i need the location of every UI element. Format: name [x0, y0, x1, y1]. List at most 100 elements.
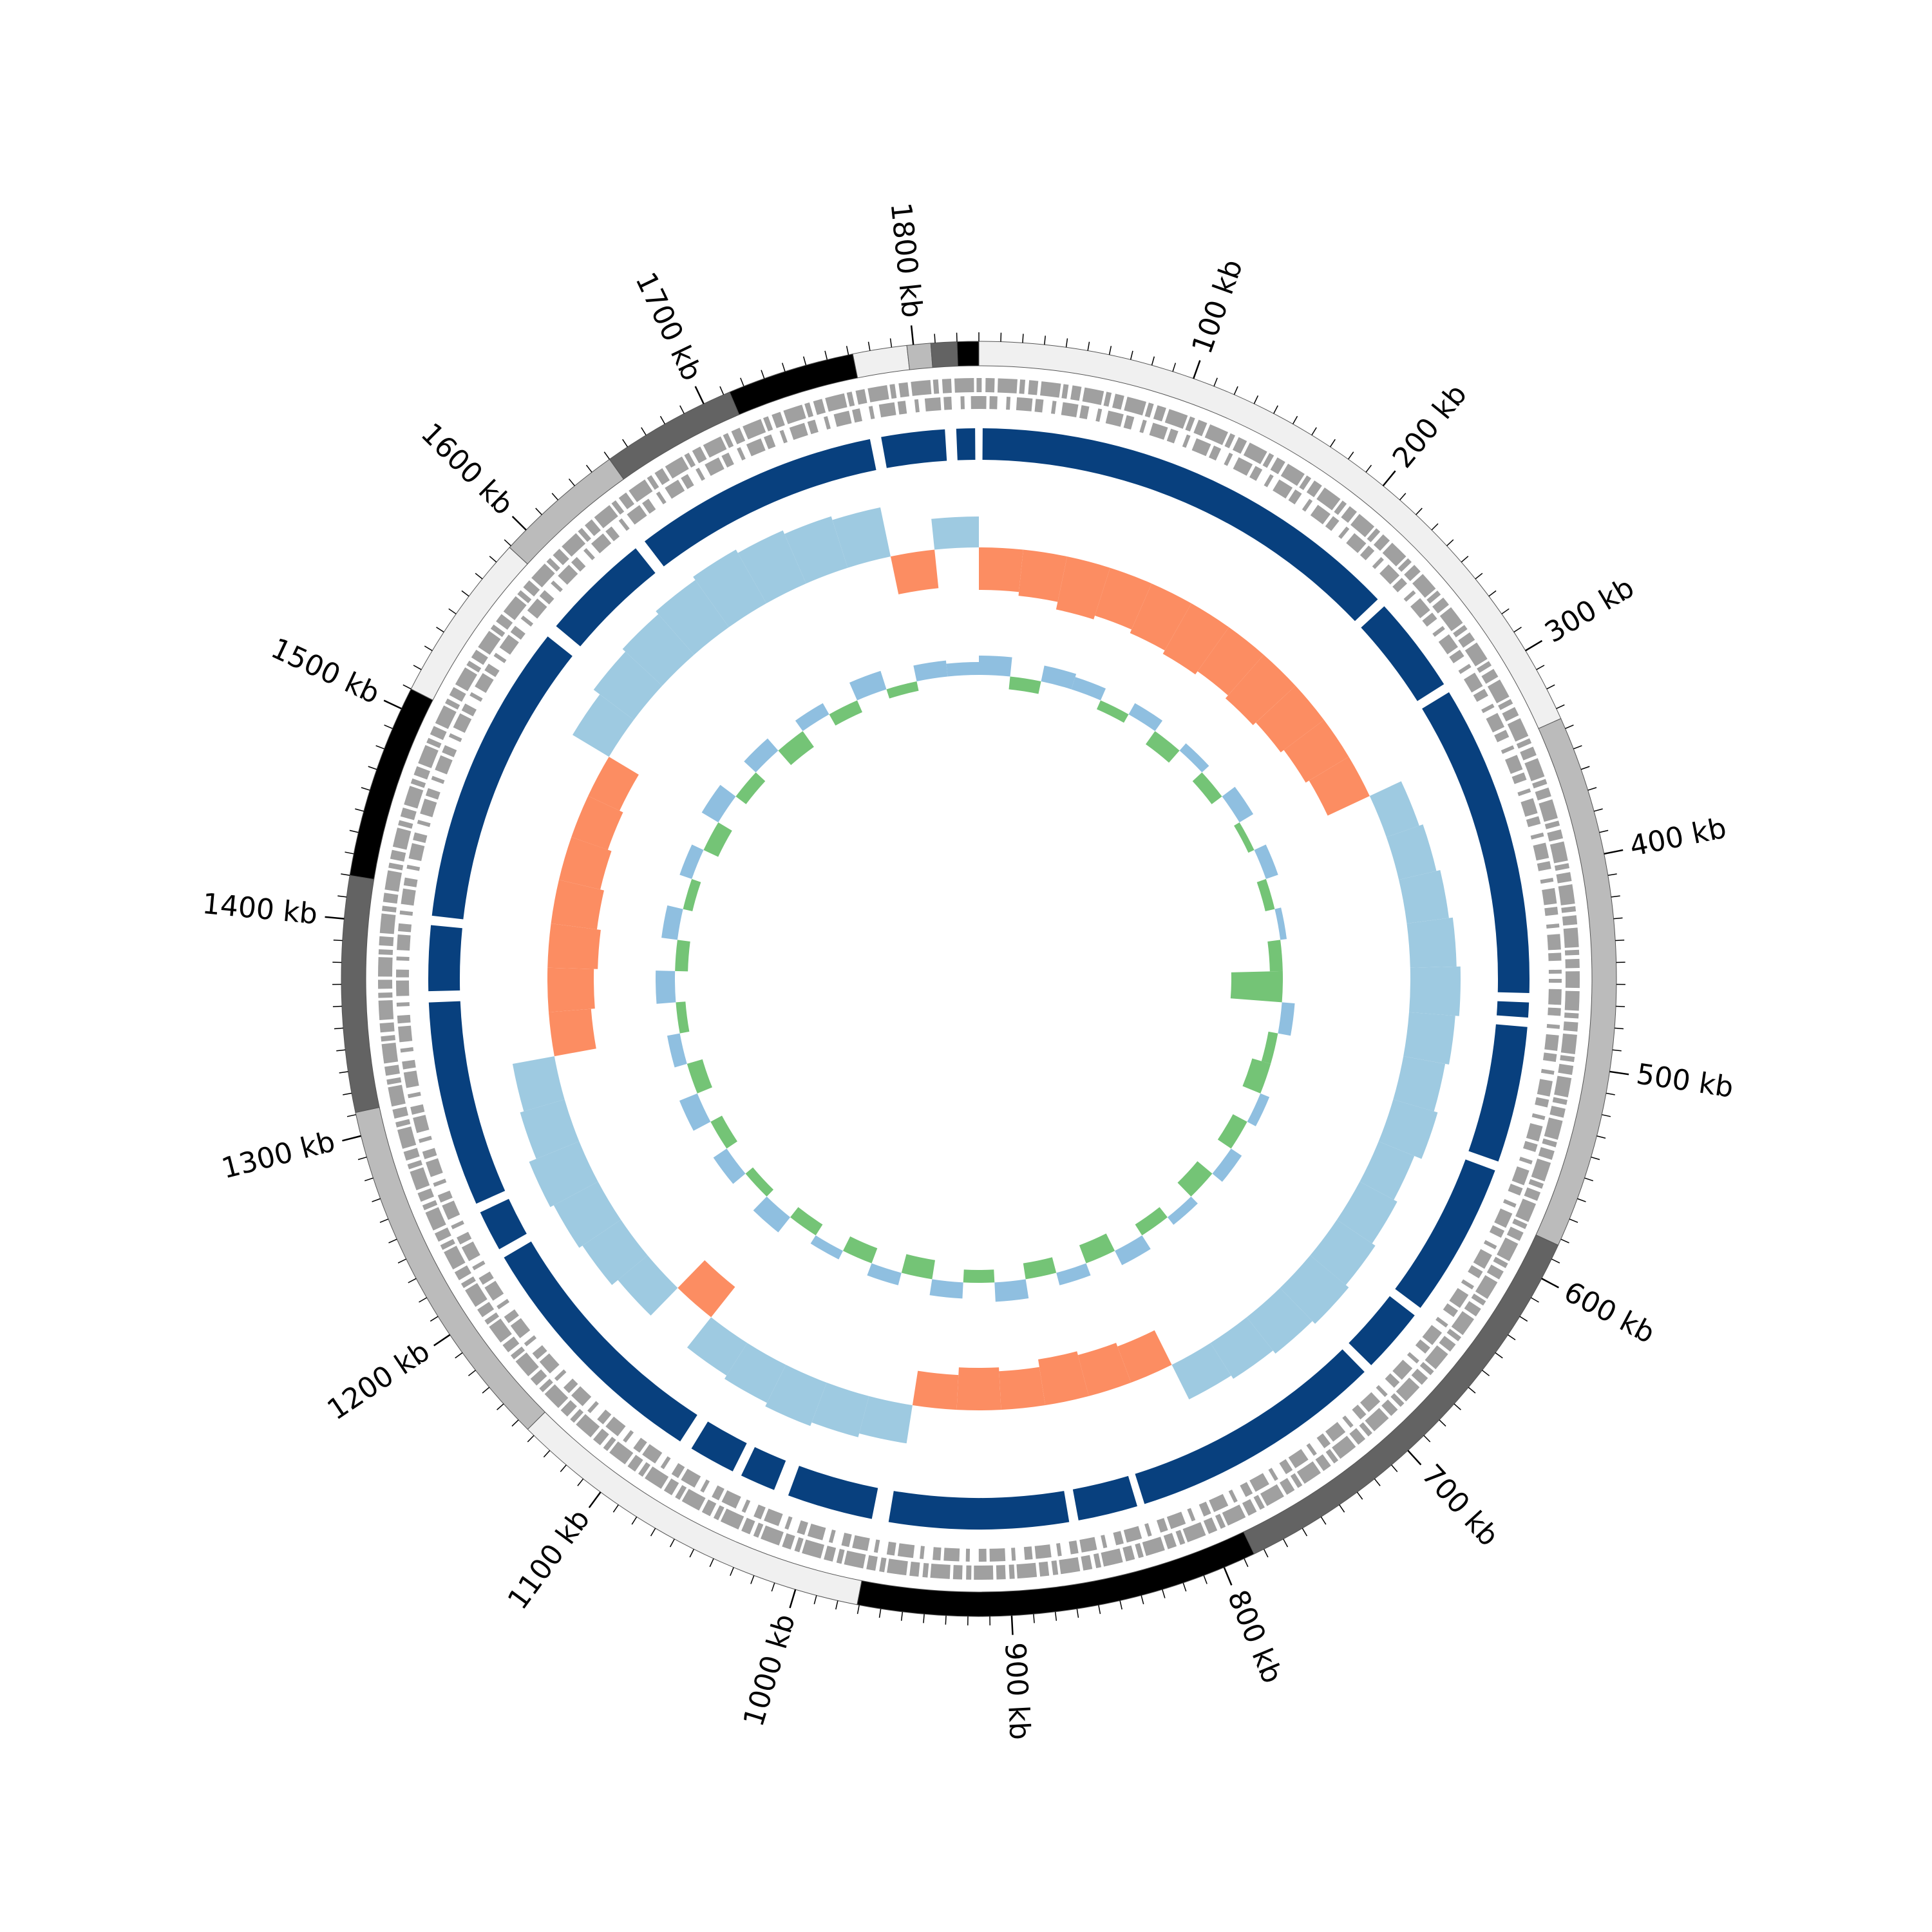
- gc-skew-bar: [558, 837, 612, 890]
- major-tick: [910, 325, 914, 345]
- gc-skew-bar: [859, 1396, 913, 1444]
- minor-tick: [527, 1435, 535, 1443]
- gc-skew-bar: [1210, 1317, 1273, 1379]
- gc-content-bar: [1179, 743, 1209, 773]
- major-tick: [1382, 470, 1396, 487]
- minor-tick: [1468, 1387, 1476, 1394]
- gc-content-bar: [929, 1279, 963, 1299]
- minor-tick: [1461, 556, 1469, 563]
- minor-tick: [1203, 1575, 1208, 1584]
- gc-content-bar: [713, 1148, 746, 1184]
- gc-content-bar: [703, 822, 732, 857]
- block: [428, 1001, 506, 1204]
- gc-skew-bar: [1038, 1351, 1089, 1406]
- gc-skew-bar: [1197, 627, 1264, 696]
- minor-tick: [1593, 808, 1603, 812]
- minor-tick: [1607, 873, 1617, 876]
- gc-content-bar: [1071, 677, 1106, 701]
- minor-tick: [497, 1403, 504, 1410]
- gc-skew-bar: [979, 547, 1023, 592]
- minor-tick: [461, 590, 469, 597]
- gc-skew-bar: [687, 1317, 748, 1376]
- minor-tick: [1454, 1403, 1461, 1410]
- minor-tick: [1495, 1352, 1503, 1359]
- minor-tick: [1141, 1595, 1144, 1605]
- gc-content-bar: [1192, 772, 1222, 804]
- gc-content-bar: [1128, 703, 1163, 732]
- minor-tick: [1439, 1419, 1446, 1427]
- block: [1422, 692, 1530, 994]
- minor-tick: [1399, 493, 1406, 500]
- minor-tick: [568, 478, 575, 486]
- gc-content-bar: [1056, 1263, 1091, 1285]
- gc-skew-bar: [553, 1181, 621, 1248]
- tick-label: 900 kb: [998, 1642, 1036, 1741]
- minor-tick: [379, 1218, 389, 1223]
- gc-content-bar: [1267, 940, 1283, 972]
- minor-tick: [455, 1352, 463, 1359]
- gc-skew-bar: [724, 1343, 786, 1403]
- gc-content-bar: [683, 878, 701, 912]
- gc-skew-bar: [1077, 1343, 1132, 1396]
- block: [504, 1241, 697, 1442]
- minor-tick: [781, 363, 786, 372]
- minor-tick: [1162, 1589, 1166, 1598]
- minor-tick: [1329, 439, 1336, 448]
- gc-skew-bar: [1162, 603, 1229, 675]
- minor-tick: [824, 350, 828, 360]
- gc-content-bar: [1217, 1114, 1247, 1149]
- gc-skew-bar: [1309, 757, 1370, 816]
- minor-tick: [504, 539, 511, 547]
- minor-tick: [339, 1071, 348, 1074]
- minor-tick: [622, 439, 629, 448]
- minor-tick: [846, 346, 849, 355]
- gc-content-bar: [1254, 844, 1278, 879]
- block: [1349, 1296, 1415, 1365]
- minor-tick: [1108, 346, 1112, 355]
- block: [1395, 1159, 1495, 1308]
- gc-skew-bar: [1409, 966, 1461, 1016]
- minor-tick: [430, 1316, 439, 1322]
- major-tick: [1604, 849, 1624, 855]
- gc-content-bar: [1247, 1093, 1270, 1126]
- minor-tick: [336, 1049, 346, 1052]
- minor-tick: [603, 451, 610, 460]
- minor-tick: [689, 1549, 695, 1558]
- gc-content-bar: [901, 1254, 935, 1280]
- gc-content-bar: [687, 1059, 712, 1094]
- minor-tick: [1507, 1334, 1516, 1341]
- minor-tick: [345, 851, 354, 855]
- gc-skew-bar: [1336, 1181, 1397, 1244]
- minor-tick: [1569, 1218, 1578, 1223]
- minor-tick: [1391, 1464, 1398, 1472]
- gc-skew-bar: [1225, 654, 1296, 726]
- minor-tick: [1611, 895, 1620, 898]
- minor-tick: [332, 1005, 342, 1007]
- minor-tick: [1565, 724, 1574, 730]
- gc-skew-bar: [571, 795, 623, 850]
- minor-tick: [1172, 363, 1177, 372]
- gc-skew-bar: [588, 757, 639, 811]
- gc-skew-bar: [1018, 549, 1068, 602]
- minor-tick: [413, 665, 422, 670]
- major-tick: [342, 1135, 361, 1142]
- gc-content-bar: [1242, 1058, 1271, 1094]
- minor-tick: [1587, 787, 1597, 791]
- gc-skew-bar: [1369, 781, 1419, 837]
- minor-tick: [1530, 1297, 1539, 1303]
- gc-content-bar: [1261, 1031, 1278, 1064]
- minor-tick: [1320, 1516, 1327, 1525]
- gc-skew-bar: [520, 1099, 580, 1159]
- gc-content-bar: [1097, 700, 1129, 723]
- minor-tick: [346, 1114, 356, 1117]
- block: [1361, 606, 1444, 701]
- gc-content-bar: [886, 681, 919, 699]
- minor-tick: [1098, 1605, 1101, 1615]
- minor-tick: [631, 1516, 638, 1525]
- gc-content-bar: [701, 784, 736, 823]
- gc-skew-bar: [1280, 1255, 1349, 1324]
- minor-tick: [1446, 539, 1454, 547]
- minor-tick: [1054, 1611, 1057, 1621]
- minor-tick: [659, 415, 666, 424]
